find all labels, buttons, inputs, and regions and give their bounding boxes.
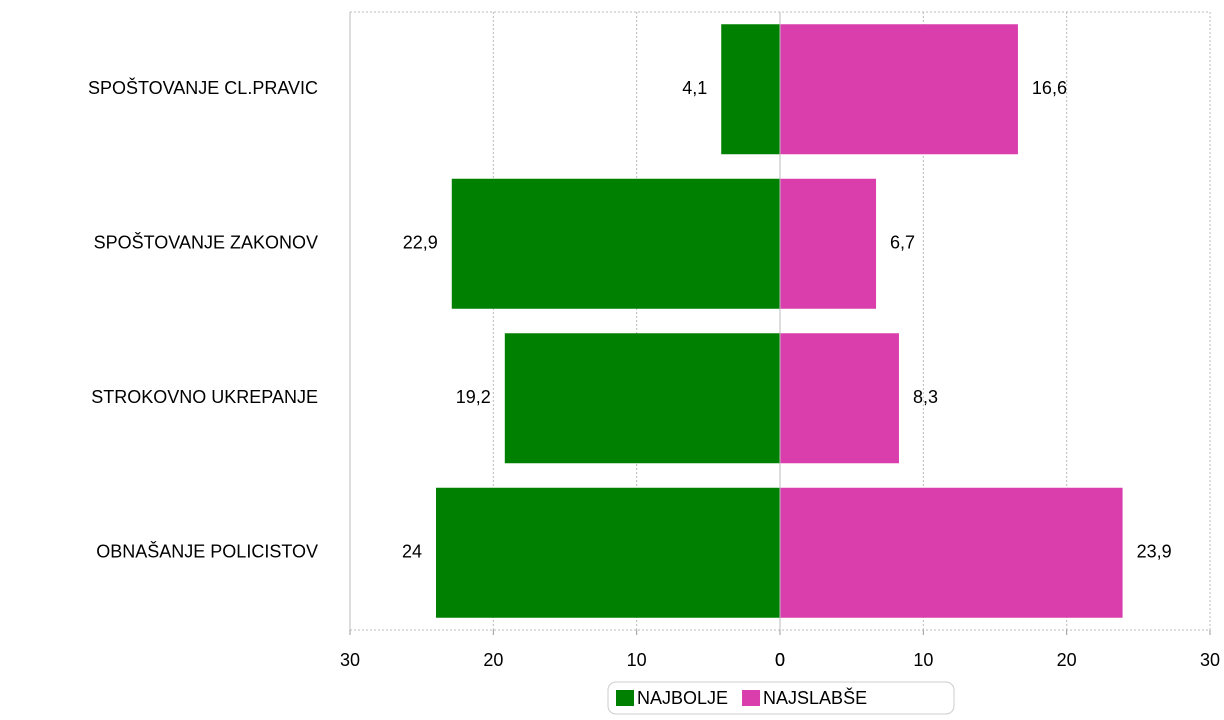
x-tick-label: 10 bbox=[627, 650, 647, 670]
bar bbox=[721, 24, 780, 155]
data-label: 24 bbox=[402, 542, 422, 562]
bar bbox=[780, 487, 1123, 618]
bar bbox=[436, 487, 780, 618]
legend-label: NAJSLABŠE bbox=[763, 687, 867, 708]
bar bbox=[504, 333, 780, 464]
category-label: OBNAŠANJE POLICISTOV bbox=[96, 541, 318, 562]
data-label: 19,2 bbox=[456, 387, 491, 407]
data-label: 6,7 bbox=[890, 233, 915, 253]
x-tick-label: 30 bbox=[340, 650, 360, 670]
category-label: STROKOVNO UKREPANJE bbox=[91, 387, 318, 407]
legend-label: NAJBOLJE bbox=[637, 688, 728, 708]
bar bbox=[451, 178, 780, 309]
x-tick-label: 0 bbox=[775, 650, 785, 670]
data-label: 22,9 bbox=[403, 233, 438, 253]
bar bbox=[780, 333, 899, 464]
data-label: 16,6 bbox=[1032, 78, 1067, 98]
legend-box bbox=[607, 681, 955, 715]
legend-swatch bbox=[616, 690, 634, 706]
x-tick-label: 0 bbox=[775, 650, 785, 670]
category-label: SPOŠTOVANJE ZAKONOV bbox=[94, 232, 318, 253]
x-tick-label: 10 bbox=[913, 650, 933, 670]
x-tick-label: 20 bbox=[1057, 650, 1077, 670]
x-tick-label: 20 bbox=[483, 650, 503, 670]
data-label: 4,1 bbox=[682, 78, 707, 98]
category-label: SPOŠTOVANJE CL.PRAVIC bbox=[88, 77, 318, 98]
legend-swatch bbox=[742, 690, 761, 706]
data-label: 8,3 bbox=[913, 387, 938, 407]
data-label: 23,9 bbox=[1137, 542, 1172, 562]
bar bbox=[780, 24, 1018, 155]
bar bbox=[780, 178, 877, 309]
x-tick-label: 30 bbox=[1200, 650, 1220, 670]
